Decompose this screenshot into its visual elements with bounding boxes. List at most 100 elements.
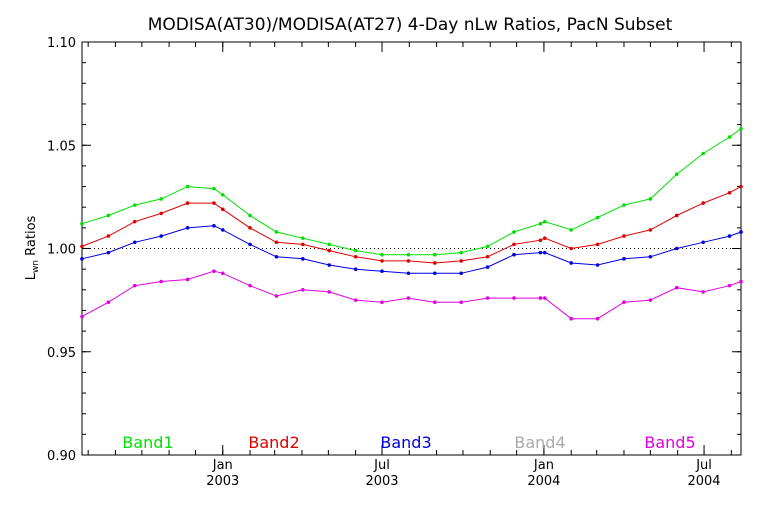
legend: Band1 Band2 Band3 Band4 Band5 [122,433,695,452]
series-point-band2 [80,244,84,249]
series-point-band3 [595,263,600,267]
series-point-band3 [701,240,705,245]
series-point-band3 [80,257,84,261]
series-point-band2 [459,259,464,263]
series-point-band3 [248,242,252,247]
series-point-band2 [248,226,252,230]
series-point-band2 [538,238,543,243]
y-tick-label: 1.05 [47,139,76,154]
series-point-band5 [220,271,225,276]
y-tick-label: 1.00 [47,243,76,258]
series-point-band5 [353,298,358,302]
y-tick-label: 0.95 [47,346,76,361]
series-point-band5 [739,279,743,284]
series-point-band1 [406,252,411,257]
series-point-band5 [542,296,547,300]
series-point-band2 [212,201,216,205]
series-point-band1 [569,228,573,232]
legend-label-band3: Band3 [380,433,431,452]
series-point-band1 [542,219,547,224]
series-point-band1 [185,184,190,189]
series-point-band5 [459,300,464,304]
series-point-band5 [569,316,573,321]
series-point-band3 [674,246,679,251]
series-point-band3 [274,254,279,259]
series-point-band5 [159,279,163,284]
series-point-band2 [301,242,305,247]
series-point-band1 [622,203,626,207]
series-point-band3 [159,234,163,238]
series-line-band2 [81,186,742,264]
series-point-band3 [353,267,358,271]
series-point-band2 [674,213,679,218]
series-point-band1 [485,244,490,249]
series-point-band1 [212,186,216,191]
y-axis-label: Lwn Ratios [24,215,41,280]
x-tick-label-year: 2004 [527,474,560,489]
series-point-band1 [739,126,743,131]
series-point-band1 [353,248,358,253]
series-point-band5 [327,290,332,294]
series-point-band1 [701,151,705,156]
series-group [80,126,743,321]
series-point-band2 [185,201,190,205]
series-point-band1 [674,172,679,176]
series-point-band2 [701,201,705,205]
series-point-band1 [80,221,84,226]
series-point-band3 [459,271,464,276]
series-point-band2 [274,240,279,245]
series-point-band5 [380,300,384,304]
series-point-band3 [622,257,626,261]
series-point-band1 [648,197,653,201]
series-point-band1 [248,213,252,218]
series-point-band3 [327,263,332,267]
series-point-band3 [380,269,384,274]
series-point-band5 [406,296,411,300]
x-tick-label-month: Jan [533,458,554,473]
series-point-band1 [459,250,464,255]
legend-label-band5: Band5 [644,433,695,452]
series-point-band2 [433,261,437,265]
series-point-band5 [485,296,490,300]
series-point-band5 [674,285,679,290]
series-point-band1 [380,252,384,257]
series-point-band5 [595,316,600,321]
series-line-band1 [81,128,742,256]
series-point-band5 [727,283,732,288]
x-tick-label-month: Jul [373,458,390,473]
y-tick-label: 0.90 [47,449,76,464]
series-point-band3 [406,271,411,276]
legend-label-band4: Band4 [514,433,565,452]
series-point-band2 [220,207,225,212]
series-point-band2 [327,248,332,253]
series-point-band5 [512,296,516,300]
chart-title: MODISA(AT30)/MODISA(AT27) 4-Day nLw Rati… [148,15,673,35]
x-tick-label-month: Jan [212,458,233,473]
series-point-band5 [622,300,626,304]
series-point-band1 [433,252,437,257]
series-point-band1 [512,230,516,234]
series-point-band3 [132,240,137,245]
series-point-band1 [220,193,225,197]
series-point-band2 [595,242,600,247]
x-tick-label-year: 2004 [687,474,720,489]
series-point-band5 [701,290,705,294]
series-point-band2 [739,184,743,189]
series-point-band2 [727,190,732,195]
x-tick-label-month: Jul [695,458,712,473]
series-point-band2 [406,259,411,263]
series-point-band2 [542,236,547,240]
series-line-band5 [81,270,742,320]
series-point-band5 [648,298,653,302]
axes: 0.900.951.001.051.10Jan2003Jul2003Jan200… [47,36,741,489]
series-point-band3 [569,261,573,265]
series-point-band2 [622,234,626,238]
series-point-band5 [274,294,279,298]
series-point-band5 [132,283,137,288]
series-point-band2 [569,246,573,251]
series-point-band3 [485,265,490,269]
series-point-band5 [185,277,190,282]
series-point-band2 [512,242,516,247]
series-point-band3 [301,257,305,261]
series-point-band1 [538,221,543,226]
